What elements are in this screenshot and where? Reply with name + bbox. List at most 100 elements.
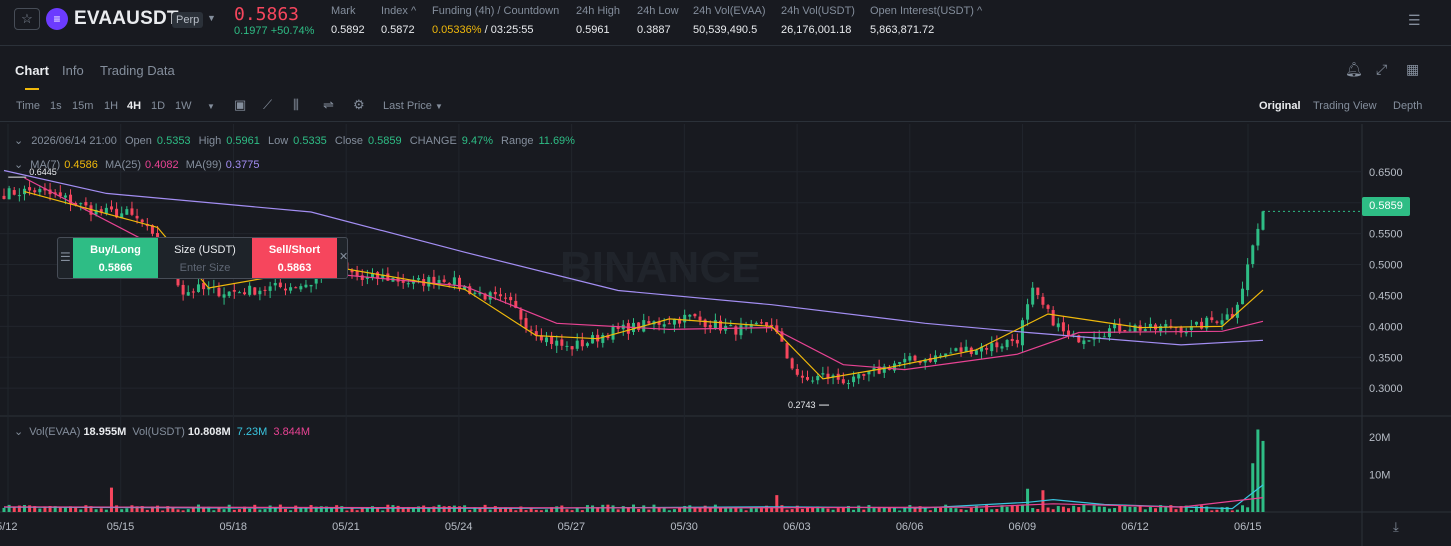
volume-bar <box>816 506 820 512</box>
candle-body <box>253 287 257 295</box>
volume-bar <box>591 505 595 512</box>
candle-body <box>22 188 26 195</box>
volume-bar <box>176 509 180 512</box>
volume-bar <box>243 506 247 512</box>
more-menu-icon[interactable]: ☰ <box>1408 12 1421 28</box>
volume-bar <box>933 507 937 512</box>
drag-handle-icon[interactable]: ☰ <box>60 250 71 264</box>
volume-bar <box>33 506 37 512</box>
stat-mark: Mark 0.5892 <box>331 5 365 36</box>
view-trading-view[interactable]: Trading View <box>1313 100 1377 112</box>
candle-body <box>386 273 390 281</box>
size-input[interactable]: Size (USDT) Enter Size <box>158 238 252 278</box>
candle-body <box>1000 346 1004 349</box>
volume-bar <box>69 506 73 512</box>
size-label: Size (USDT) <box>174 244 236 256</box>
candle-body <box>903 358 907 363</box>
candle-body <box>846 383 850 385</box>
coin-logo-icon: ≡ <box>46 8 68 30</box>
calendar-icon[interactable]: ▣ <box>234 97 247 112</box>
volume-bar <box>693 508 697 512</box>
close-icon[interactable]: ✕ <box>339 251 349 263</box>
interval-1w[interactable]: 1W <box>175 100 192 112</box>
stat-index[interactable]: Index ^ 0.5872 <box>381 5 416 36</box>
volume-bar <box>1051 509 1055 512</box>
interval-1h[interactable]: 1H <box>104 100 119 112</box>
interval-4h[interactable]: 4H <box>127 100 142 112</box>
favorite-star-icon[interactable]: ☆ <box>14 8 40 30</box>
change-value: 9.47% <box>461 135 493 147</box>
symbol-name[interactable]: EVAAUSDT <box>74 8 179 29</box>
volume-bar <box>918 506 922 512</box>
collapse-icon[interactable]: ⌄ <box>14 135 24 147</box>
volume-bar <box>12 506 16 512</box>
tab-chart[interactable]: Chart <box>15 63 49 78</box>
candle-body <box>217 287 221 297</box>
candle-body <box>1061 322 1065 332</box>
volume-bar <box>202 506 206 512</box>
interval-1d[interactable]: 1D <box>151 100 166 112</box>
candle-body <box>447 283 451 286</box>
candle-body <box>104 207 108 214</box>
time-axis[interactable]: 05/12 05/15 05/18 05/21 05/24 05/27 05/30 06/03… <box>0 519 1399 534</box>
symbol-dropdown-icon[interactable]: ▼ <box>207 13 216 23</box>
candle-body <box>237 292 241 294</box>
indicator-chart-icon[interactable]: ⟋ <box>263 97 273 112</box>
chart-area[interactable]: BINANCE 0.65000.60000.55000.50000.45000.… <box>0 124 1451 546</box>
candle-body <box>759 322 763 324</box>
compare-icon[interactable]: ⇌ <box>323 97 334 112</box>
volume-bar <box>872 508 876 512</box>
interval-1s[interactable]: 1s <box>50 100 62 112</box>
collapse-icon[interactable]: ⌄ <box>14 159 24 171</box>
collapse-icon[interactable]: ⌄ <box>14 426 24 438</box>
price-axis[interactable]: 0.65000.60000.55000.50000.45000.40000.35… <box>1369 167 1403 482</box>
reset-zoom-icon[interactable]: ⤓ <box>1393 519 1399 534</box>
candle-body <box>1220 320 1224 325</box>
volume-bar <box>1241 505 1245 512</box>
volume-bar <box>406 506 410 512</box>
candle-type-icon[interactable]: ⫼ <box>293 97 299 112</box>
candlestick-chart[interactable]: BINANCE 0.65000.60000.55000.50000.45000.… <box>0 124 1451 546</box>
candle-body <box>560 339 564 346</box>
stat-open-interest[interactable]: Open Interest(USDT) ^ 5,863,871.72 <box>870 5 982 36</box>
candle-body <box>954 348 958 351</box>
candle-body <box>28 187 32 191</box>
candle-body <box>662 324 666 327</box>
interval-more-icon[interactable]: ▼ <box>207 102 215 111</box>
volume-bar <box>417 506 421 512</box>
buy-long-button[interactable]: Buy/Long 0.5866 <box>73 238 158 278</box>
sell-short-button[interactable]: Sell/Short 0.5863 <box>252 238 337 278</box>
view-depth[interactable]: Depth <box>1393 100 1423 112</box>
candle-body <box>365 277 369 279</box>
volume-bar <box>708 507 712 512</box>
interval-15m[interactable]: 15m <box>72 100 94 112</box>
close-value: 0.5859 <box>368 135 402 147</box>
volume-bar <box>898 510 902 512</box>
volume-bar <box>877 506 881 512</box>
tab-info[interactable]: Info <box>62 63 84 78</box>
panel-tabs: Chart Info Trading Data 🔔︎ ⤢ ▦ <box>0 48 1451 90</box>
candle-body <box>1051 310 1055 326</box>
volume-bar <box>1159 505 1163 512</box>
volume-bar <box>283 508 287 512</box>
volume-bar <box>811 507 815 512</box>
view-original[interactable]: Original <box>1259 100 1301 112</box>
volume-bar <box>1154 508 1158 512</box>
settings-gear-icon[interactable]: ⚙ <box>353 97 365 112</box>
candle-body <box>606 335 610 339</box>
ma-legend[interactable]: ⌄ MA(7) 0.4586 MA(25) 0.4082 MA(99) 0.3775 <box>14 158 263 171</box>
volume-bar <box>473 507 477 512</box>
fullscreen-icon[interactable]: ⤢ <box>1376 61 1388 77</box>
layout-grid-icon[interactable]: ▦ <box>1406 61 1420 77</box>
candle-body <box>381 274 385 279</box>
volume-legend[interactable]: ⌄ Vol(EVAA) 18.955M Vol(USDT) 10.808M 7.23… <box>14 425 313 438</box>
tab-trading-data[interactable]: Trading Data <box>100 63 175 78</box>
volume-bar <box>1184 505 1188 512</box>
volume-bar <box>519 506 523 512</box>
volume-bar <box>171 508 175 512</box>
alert-bell-icon[interactable]: 🔔︎ <box>1345 61 1363 77</box>
candle-body <box>944 353 948 357</box>
price-type-select[interactable]: Last Price ▼ <box>383 100 443 112</box>
candle-body <box>79 203 83 205</box>
volume-bar <box>427 508 431 512</box>
